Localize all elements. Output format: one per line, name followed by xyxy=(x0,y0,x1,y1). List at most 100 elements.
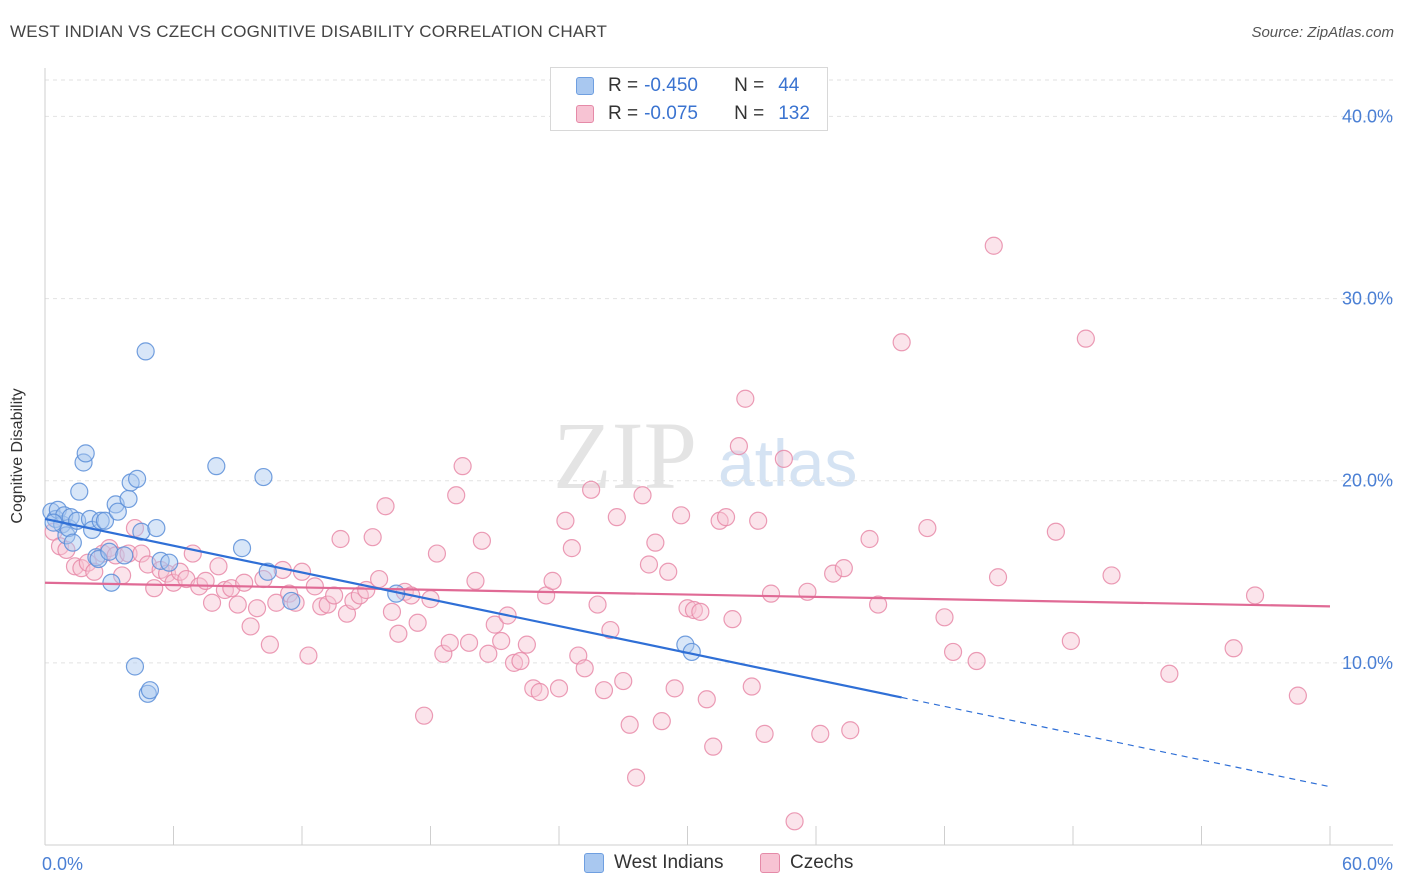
czech-point xyxy=(988,568,1008,587)
watermark-zip: ZIP xyxy=(553,402,697,509)
y-tick-label: 20.0% xyxy=(1342,471,1393,491)
czech-point xyxy=(659,562,678,581)
czech-point xyxy=(235,573,254,592)
west-indian-point xyxy=(207,457,226,476)
x-tick-label-max: 60.0% xyxy=(1342,854,1393,874)
west-indian-trend-extension xyxy=(901,696,1331,788)
source-credit: Source: ZipAtlas.com xyxy=(1251,24,1394,41)
czech-point xyxy=(318,595,337,614)
czech-point xyxy=(626,768,646,787)
axes xyxy=(44,68,1393,846)
czech-point xyxy=(447,486,466,505)
west-indian-point xyxy=(258,562,277,581)
czech-point xyxy=(479,644,498,663)
czech-point xyxy=(549,679,569,698)
czech-point xyxy=(716,508,736,527)
n-value: 132 xyxy=(778,103,810,124)
czech-point xyxy=(382,602,402,621)
czech-point xyxy=(472,531,491,550)
czech-point xyxy=(325,586,344,605)
czech-point xyxy=(492,631,511,651)
czech-point xyxy=(582,480,601,499)
west-indian-point xyxy=(89,549,108,569)
west-indian-point xyxy=(100,542,119,561)
tick-labels: 10.0% 20.0% 30.0% 40.0% 0.0% 60.0% xyxy=(42,106,1393,874)
legend-label-czechs: Czechs xyxy=(790,852,854,873)
czech-point xyxy=(459,633,479,652)
czech-point xyxy=(892,333,911,352)
west-indians-swatch xyxy=(576,77,594,95)
west-indian-point xyxy=(63,533,82,552)
r-label: R = xyxy=(608,75,639,96)
czech-point xyxy=(228,595,247,614)
czech-point xyxy=(1061,631,1080,651)
czech-point xyxy=(517,635,536,654)
czech-point xyxy=(824,564,843,583)
czech-point xyxy=(453,457,472,476)
r-label: R = xyxy=(608,103,639,124)
czech-point xyxy=(312,597,331,616)
czech-point xyxy=(1288,686,1307,705)
czech-point xyxy=(755,724,774,743)
czech-point xyxy=(785,812,804,831)
r-value: -0.450 xyxy=(644,75,698,96)
czech-point xyxy=(811,724,830,743)
czech-point xyxy=(57,540,76,560)
czech-point xyxy=(575,659,594,678)
czech-point xyxy=(299,646,318,665)
czech-point xyxy=(280,584,299,603)
czech-point xyxy=(749,511,768,530)
west-indian-point xyxy=(102,573,121,592)
czech-point xyxy=(440,633,459,652)
czech-point xyxy=(943,642,963,662)
czech-point xyxy=(918,518,937,538)
west-indian-points xyxy=(42,342,701,703)
west-indian-point xyxy=(147,518,166,538)
czech-point xyxy=(267,593,286,612)
czech-point xyxy=(389,624,408,643)
czech-point xyxy=(761,584,781,603)
west-indian-point xyxy=(57,526,76,545)
y-tick-label: 40.0% xyxy=(1342,106,1393,126)
west-indian-point xyxy=(70,482,89,501)
czech-point xyxy=(967,651,986,671)
czech-point xyxy=(530,682,549,702)
west-indian-point xyxy=(119,489,138,509)
czech-trend-line xyxy=(44,581,1331,608)
correlation-legend: R = -0.450 N = 44 R = -0.075 N = 132 xyxy=(550,67,828,131)
czech-point xyxy=(1076,329,1095,348)
legend-row-west-indians: R = -0.450 N = 44 xyxy=(551,71,799,101)
legend-label-west-indians: West Indians xyxy=(614,852,724,873)
czech-points xyxy=(44,236,1307,831)
czech-point xyxy=(620,715,639,734)
chart-title: WEST INDIAN VS CZECH COGNITIVE DISABILIT… xyxy=(10,22,608,41)
n-value: 44 xyxy=(778,75,800,96)
y-tick-label: 10.0% xyxy=(1342,653,1393,673)
legend-item-czechs[interactable]: Czechs xyxy=(760,852,853,874)
czech-point xyxy=(684,600,704,620)
czech-point xyxy=(869,595,888,614)
west-indian-point xyxy=(232,539,252,558)
legend-item-west-indians[interactable]: West Indians xyxy=(584,852,723,874)
trend-lines xyxy=(44,517,1331,788)
czech-point xyxy=(543,571,562,590)
west-indian-point xyxy=(115,546,134,565)
czech-point xyxy=(633,486,652,505)
west-indian-point xyxy=(91,511,110,530)
west-indian-point xyxy=(160,553,179,572)
west-indian-point xyxy=(132,522,151,541)
czech-point xyxy=(466,571,485,590)
y-tick-label: 30.0% xyxy=(1342,289,1393,309)
czech-point xyxy=(665,679,684,698)
west-indian-point xyxy=(282,591,301,611)
czech-point xyxy=(504,653,524,672)
czech-point xyxy=(774,449,793,468)
czech-point xyxy=(691,602,710,621)
czech-point xyxy=(935,608,954,627)
west-indian-point xyxy=(136,342,155,361)
czech-point xyxy=(834,559,853,578)
west-indian-point xyxy=(95,511,115,530)
czech-point xyxy=(639,555,659,574)
czech-point xyxy=(729,437,749,456)
west-indian-point xyxy=(127,469,147,488)
